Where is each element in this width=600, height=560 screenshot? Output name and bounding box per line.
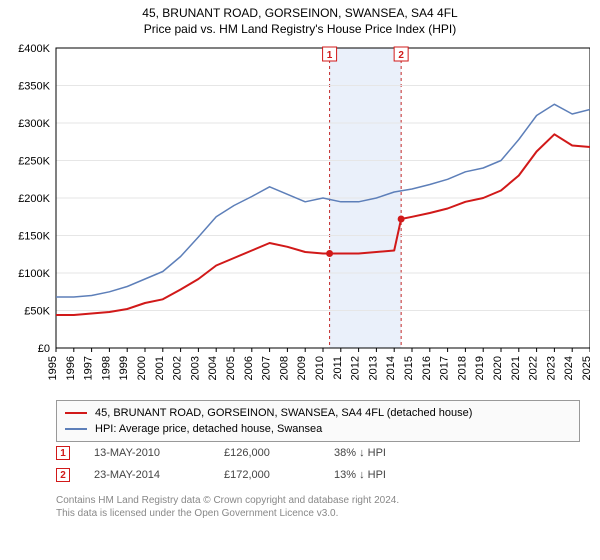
sale-marker: 1	[56, 446, 70, 460]
svg-text:£350K: £350K	[18, 81, 50, 93]
svg-text:2007: 2007	[261, 356, 273, 380]
sale-pct: 13% ↓ HPI	[334, 469, 454, 481]
legend-label: 45, BRUNANT ROAD, GORSEINON, SWANSEA, SA…	[95, 407, 472, 419]
svg-text:2020: 2020	[492, 356, 504, 380]
sale-row: 1 13-MAY-2010£126,00038% ↓ HPI	[56, 442, 454, 464]
legend-swatch	[65, 412, 87, 414]
svg-text:1997: 1997	[83, 356, 95, 380]
svg-text:£300K: £300K	[18, 118, 50, 130]
svg-text:2002: 2002	[172, 356, 184, 380]
legend-item: 45, BRUNANT ROAD, GORSEINON, SWANSEA, SA…	[65, 405, 571, 421]
svg-text:1995: 1995	[47, 356, 59, 380]
svg-text:2015: 2015	[403, 356, 415, 380]
svg-text:2019: 2019	[474, 356, 486, 380]
legend-swatch	[65, 428, 87, 430]
svg-text:£150K: £150K	[18, 231, 50, 243]
chart-title: 45, BRUNANT ROAD, GORSEINON, SWANSEA, SA…	[0, 6, 600, 20]
svg-text:2025: 2025	[581, 356, 590, 380]
svg-text:2: 2	[398, 50, 404, 61]
svg-text:2012: 2012	[350, 356, 362, 380]
svg-text:1999: 1999	[118, 356, 130, 380]
sale-date: 13-MAY-2010	[94, 447, 224, 459]
svg-text:1996: 1996	[65, 356, 77, 380]
sale-price: £172,000	[224, 469, 334, 481]
sales-table: 1 13-MAY-2010£126,00038% ↓ HPI 2 23-MAY-201…	[56, 442, 454, 486]
sale-date: 23-MAY-2014	[94, 469, 224, 481]
sale-marker: 2	[56, 468, 70, 482]
sale-price: £126,000	[224, 447, 334, 459]
svg-text:£50K: £50K	[24, 306, 50, 318]
svg-text:£200K: £200K	[18, 193, 50, 205]
svg-text:2017: 2017	[439, 356, 451, 380]
svg-text:£0: £0	[38, 343, 50, 355]
legend: 45, BRUNANT ROAD, GORSEINON, SWANSEA, SA…	[56, 400, 580, 442]
svg-text:2006: 2006	[243, 356, 255, 380]
svg-text:1: 1	[327, 50, 333, 61]
svg-text:2000: 2000	[136, 356, 148, 380]
svg-text:2023: 2023	[545, 356, 557, 380]
svg-text:2005: 2005	[225, 356, 237, 380]
svg-text:2018: 2018	[456, 356, 468, 380]
svg-text:2021: 2021	[510, 356, 522, 380]
svg-text:£100K: £100K	[18, 268, 50, 280]
svg-text:2022: 2022	[528, 356, 540, 380]
svg-text:2010: 2010	[314, 356, 326, 380]
footer: Contains HM Land Registry data © Crown c…	[56, 494, 399, 520]
svg-text:2001: 2001	[154, 356, 166, 380]
legend-label: HPI: Average price, detached house, Swan…	[95, 423, 322, 435]
chart-subtitle: Price paid vs. HM Land Registry's House …	[0, 22, 600, 36]
svg-text:2016: 2016	[421, 356, 433, 380]
svg-text:1998: 1998	[100, 356, 112, 380]
svg-text:2024: 2024	[563, 356, 575, 380]
chart: £0 £50K £100K £150K £200K £250K £300K £350K £400…	[8, 42, 590, 392]
svg-text:2004: 2004	[207, 356, 219, 380]
svg-text:2014: 2014	[385, 356, 397, 380]
svg-text:£400K: £400K	[18, 43, 50, 55]
svg-text:2003: 2003	[189, 356, 201, 380]
sale-row: 2 23-MAY-2014£172,00013% ↓ HPI	[56, 464, 454, 486]
svg-text:2013: 2013	[367, 356, 379, 380]
footer-line-2: This data is licensed under the Open Gov…	[56, 507, 399, 520]
svg-text:2008: 2008	[278, 356, 290, 380]
legend-item: HPI: Average price, detached house, Swan…	[65, 421, 571, 437]
svg-text:2011: 2011	[332, 356, 344, 380]
sale-pct: 38% ↓ HPI	[334, 447, 454, 459]
svg-text:2009: 2009	[296, 356, 308, 380]
footer-line-1: Contains HM Land Registry data © Crown c…	[56, 494, 399, 507]
svg-text:£250K: £250K	[18, 156, 50, 168]
